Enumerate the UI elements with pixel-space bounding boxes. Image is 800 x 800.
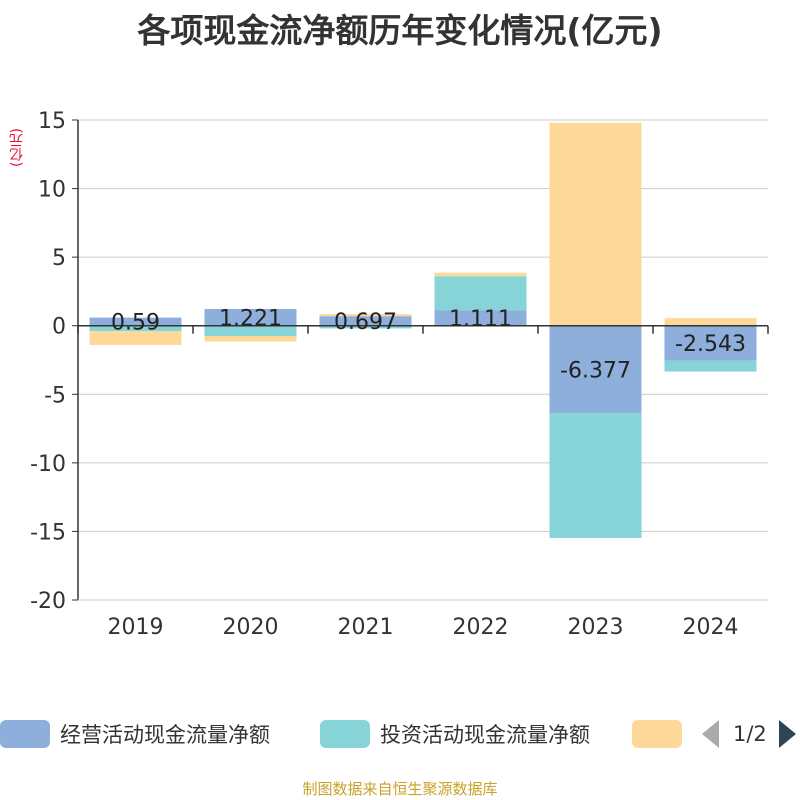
x-tick-label: 2021 bbox=[338, 615, 394, 640]
bar-2023-series-2 bbox=[549, 122, 642, 326]
bar-2021-series-2 bbox=[319, 314, 412, 317]
y-tick-label: -20 bbox=[30, 589, 66, 614]
bar-2022-series-2 bbox=[434, 272, 527, 277]
bar-2019-series-0 bbox=[89, 317, 182, 326]
bar-2024-series-2 bbox=[664, 318, 757, 326]
x-tick-label: 2024 bbox=[683, 615, 739, 640]
y-tick-label: -15 bbox=[30, 520, 66, 545]
bar-2024-series-1 bbox=[664, 360, 757, 372]
bar-2021-series-0 bbox=[319, 316, 412, 326]
y-tick-label: 10 bbox=[38, 178, 66, 203]
legend-pager: 1/2 bbox=[702, 718, 796, 750]
legend-next-arrow-icon[interactable] bbox=[778, 720, 796, 748]
chart-title: 各项现金流净额历年变化情况(亿元) bbox=[137, 11, 663, 50]
legend-prev-arrow-icon[interactable] bbox=[702, 720, 719, 748]
bar-2020-series-0 bbox=[204, 308, 297, 326]
legend-item-operating[interactable]: 经营活动现金流量净额 bbox=[0, 714, 270, 754]
data-label-2021: 0.697 bbox=[334, 310, 397, 335]
bar-2019-series-2 bbox=[89, 331, 182, 345]
y-tick-label: 5 bbox=[52, 246, 66, 271]
bar-chart: 15 10 5 0 -5 -10 -15 -20 2019 2020 2021 2022 2023 202… bbox=[30, 109, 769, 640]
bar-2022-series-0 bbox=[434, 310, 527, 326]
bar-2020-series-2 bbox=[204, 336, 297, 342]
legend-label-investing: 投资活动现金流量净额 bbox=[380, 723, 590, 747]
bar-2020-series-1 bbox=[204, 325, 297, 336]
bar-2019-series-1 bbox=[89, 325, 182, 332]
y-tick-label: 0 bbox=[52, 315, 66, 340]
y-tick-label: -10 bbox=[30, 452, 66, 477]
data-label-2020: 1.221 bbox=[219, 306, 282, 331]
data-label-2022: 1.111 bbox=[449, 307, 512, 332]
x-tick-label: 2019 bbox=[108, 615, 164, 640]
data-label-2023: -6.377 bbox=[560, 358, 631, 383]
x-tick-label: 2023 bbox=[568, 615, 624, 640]
legend: 经营活动现金流量净额 投资活动现金流量净额 1/2 bbox=[0, 714, 800, 754]
bar-2024-series-0 bbox=[664, 325, 757, 361]
y-tick-label: -5 bbox=[44, 383, 66, 408]
legend-swatch-third bbox=[632, 720, 682, 748]
legend-swatch-operating bbox=[0, 720, 50, 748]
legend-item-investing[interactable]: 投资活动现金流量净额 bbox=[320, 714, 590, 754]
data-label-2019: 0.59 bbox=[111, 311, 160, 336]
bar-2021-series-1 bbox=[319, 325, 412, 329]
legend-item-third[interactable] bbox=[632, 714, 692, 754]
data-label-2024: -2.543 bbox=[675, 332, 746, 357]
legend-swatch-investing bbox=[320, 720, 370, 748]
bar-2023-series-0 bbox=[549, 325, 642, 414]
bar-2022-series-1 bbox=[434, 276, 527, 311]
x-tick-label: 2022 bbox=[453, 615, 509, 640]
bar-2023-series-1 bbox=[549, 413, 642, 538]
legend-label-operating: 经营活动现金流量净额 bbox=[60, 723, 270, 747]
x-tick-label: 2020 bbox=[223, 615, 279, 640]
data-source-footer: 制图数据来自恒生聚源数据库 bbox=[302, 780, 498, 798]
legend-page-indicator: 1/2 bbox=[733, 722, 767, 746]
y-tick-label: 15 bbox=[38, 109, 66, 134]
